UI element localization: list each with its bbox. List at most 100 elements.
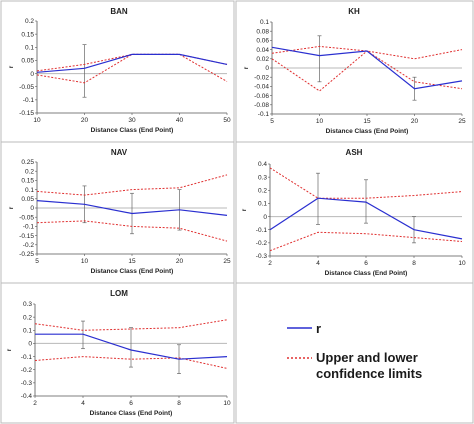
series-line-lower-limit [269, 231, 463, 252]
x-tick-label: 40 [176, 117, 184, 124]
y-tick-label: 0 [28, 341, 32, 348]
x-tick-label: 30 [128, 117, 136, 124]
x-tick-label: 6 [364, 260, 368, 267]
error-bar [317, 35, 322, 83]
y-axis-title: r [241, 208, 248, 211]
y-tick-label: 0 [265, 65, 269, 72]
y-tick-label: 0.1 [23, 327, 32, 334]
y-tick-label: -0.1 [23, 224, 35, 231]
x-tick-label: 10 [81, 258, 89, 265]
error-bar [129, 327, 133, 368]
series-line-r [36, 53, 228, 73]
y-tick-label: 0.1 [25, 187, 34, 194]
chart-title-nav: NAV [111, 148, 128, 157]
legend: r Upper and lower confidence limits [287, 321, 422, 381]
series-line-r [36, 200, 228, 216]
y-tick-label: 0.1 [258, 201, 267, 208]
x-tick-label: 8 [177, 400, 181, 407]
y-tick-label: -0.4 [21, 393, 33, 400]
series-line-upper-limit [36, 53, 228, 72]
x-tick-label: 5 [270, 118, 274, 125]
x-axis-title: Distance Class (End Point) [91, 268, 174, 275]
x-tick-label: 50 [223, 117, 231, 124]
y-tick-label: 0.08 [256, 28, 269, 35]
y-tick-label: -0.05 [19, 214, 34, 221]
series-line-r [269, 197, 463, 240]
chart-panel-kh: KH -0.1 -0.08 -0.06 -0.04 -0.02 0 0.02 0.04 0.06 0… [243, 7, 466, 135]
y-tick-label: -0.1 [23, 97, 35, 104]
chart-title-ban: BAN [110, 7, 128, 16]
error-bar [81, 320, 85, 350]
y-tick-label: 0.15 [21, 178, 34, 185]
chart-title-ash: ASH [346, 148, 363, 157]
chart-panel-nav: NAV -0.25 -0.2 -0.15 -0.1 -0.05 0 0.05 0.1 0.15 0.… [8, 148, 231, 275]
x-tick-label: 8 [412, 260, 416, 267]
x-tick-label: 5 [35, 258, 39, 265]
x-axis-title: Distance Class (End Point) [90, 410, 173, 417]
series-line-lower-limit [36, 220, 228, 242]
x-tick-label: 4 [316, 260, 320, 267]
y-tick-label: -0.2 [256, 240, 268, 247]
x-tick-label: 6 [129, 400, 133, 407]
error-bar [82, 44, 87, 98]
panel-frame-legend [235, 282, 474, 424]
y-tick-label: -0.1 [21, 354, 33, 361]
y-tick-label: 0.2 [25, 168, 34, 175]
x-tick-label: 20 [81, 117, 89, 124]
y-tick-label: 0.2 [258, 187, 267, 194]
y-axis-title: r [243, 66, 250, 69]
y-tick-label: 0.06 [256, 38, 269, 45]
y-tick-label: -0.2 [21, 367, 33, 374]
chart-title-lom: LOM [110, 289, 128, 298]
y-tick-label: -0.3 [256, 253, 268, 260]
y-tick-label: -0.15 [19, 233, 34, 240]
y-tick-label: 0 [30, 205, 34, 212]
x-tick-label: 10 [33, 117, 41, 124]
y-axis-title: r [6, 348, 13, 351]
y-tick-label: 0.2 [23, 314, 32, 321]
x-axis-title: Distance Class (End Point) [91, 127, 174, 134]
x-tick-label: 10 [223, 400, 231, 407]
y-tick-label: -0.3 [21, 380, 33, 387]
chart-panel-ash: ASH -0.3 -0.2 -0.1 0 0.1 0.2 0.3 0.4 2 4 6 8 10 Distan… [241, 148, 466, 277]
chart-title-kh: KH [348, 7, 360, 16]
legend-r-label: r [316, 321, 321, 336]
chart-panel-ban: BAN -0.15 -0.1 -0.05 0 0.05 0.1 0.15 0.2 10 20 30 40… [8, 7, 231, 134]
x-tick-label: 2 [33, 400, 37, 407]
y-axis-title: r [8, 65, 15, 68]
y-tick-label: 0.05 [21, 196, 34, 203]
y-tick-label: 0 [263, 214, 267, 221]
y-tick-label: 0.3 [258, 174, 267, 181]
y-axis-title: r [8, 206, 15, 209]
y-tick-label: 0.02 [256, 56, 269, 63]
y-tick-label: 0.3 [23, 301, 32, 308]
y-tick-label: -0.06 [254, 93, 269, 100]
y-tick-label: -0.25 [19, 251, 34, 258]
y-tick-label: -0.04 [254, 84, 269, 91]
x-tick-label: 2 [268, 260, 272, 267]
x-tick-label: 20 [411, 118, 419, 125]
x-tick-label: 25 [458, 118, 466, 125]
y-tick-label: 0 [30, 71, 34, 78]
y-tick-label: -0.05 [19, 84, 34, 91]
y-tick-label: -0.02 [254, 74, 269, 81]
y-tick-label: 0.05 [21, 58, 34, 65]
y-tick-label: -0.2 [23, 242, 35, 249]
y-tick-label: 0.4 [258, 161, 267, 168]
y-tick-label: 0.1 [25, 44, 34, 51]
legend-limits-label-line2: confidence limits [316, 366, 422, 381]
y-tick-label: -0.15 [19, 110, 34, 117]
y-tick-label: 0.04 [256, 47, 269, 54]
x-tick-label: 25 [223, 258, 231, 265]
y-tick-label: 0.15 [21, 31, 34, 38]
series-line-upper-limit [36, 174, 228, 196]
y-tick-label: 0.2 [25, 18, 34, 25]
x-tick-label: 20 [176, 258, 184, 265]
series-line-lower-limit [36, 53, 228, 84]
y-tick-label: -0.1 [258, 111, 270, 118]
x-axis-title: Distance Class (End Point) [325, 270, 408, 277]
y-tick-label: 0.25 [21, 159, 34, 166]
x-tick-label: 10 [458, 260, 466, 267]
y-tick-label: 0.1 [260, 19, 269, 26]
